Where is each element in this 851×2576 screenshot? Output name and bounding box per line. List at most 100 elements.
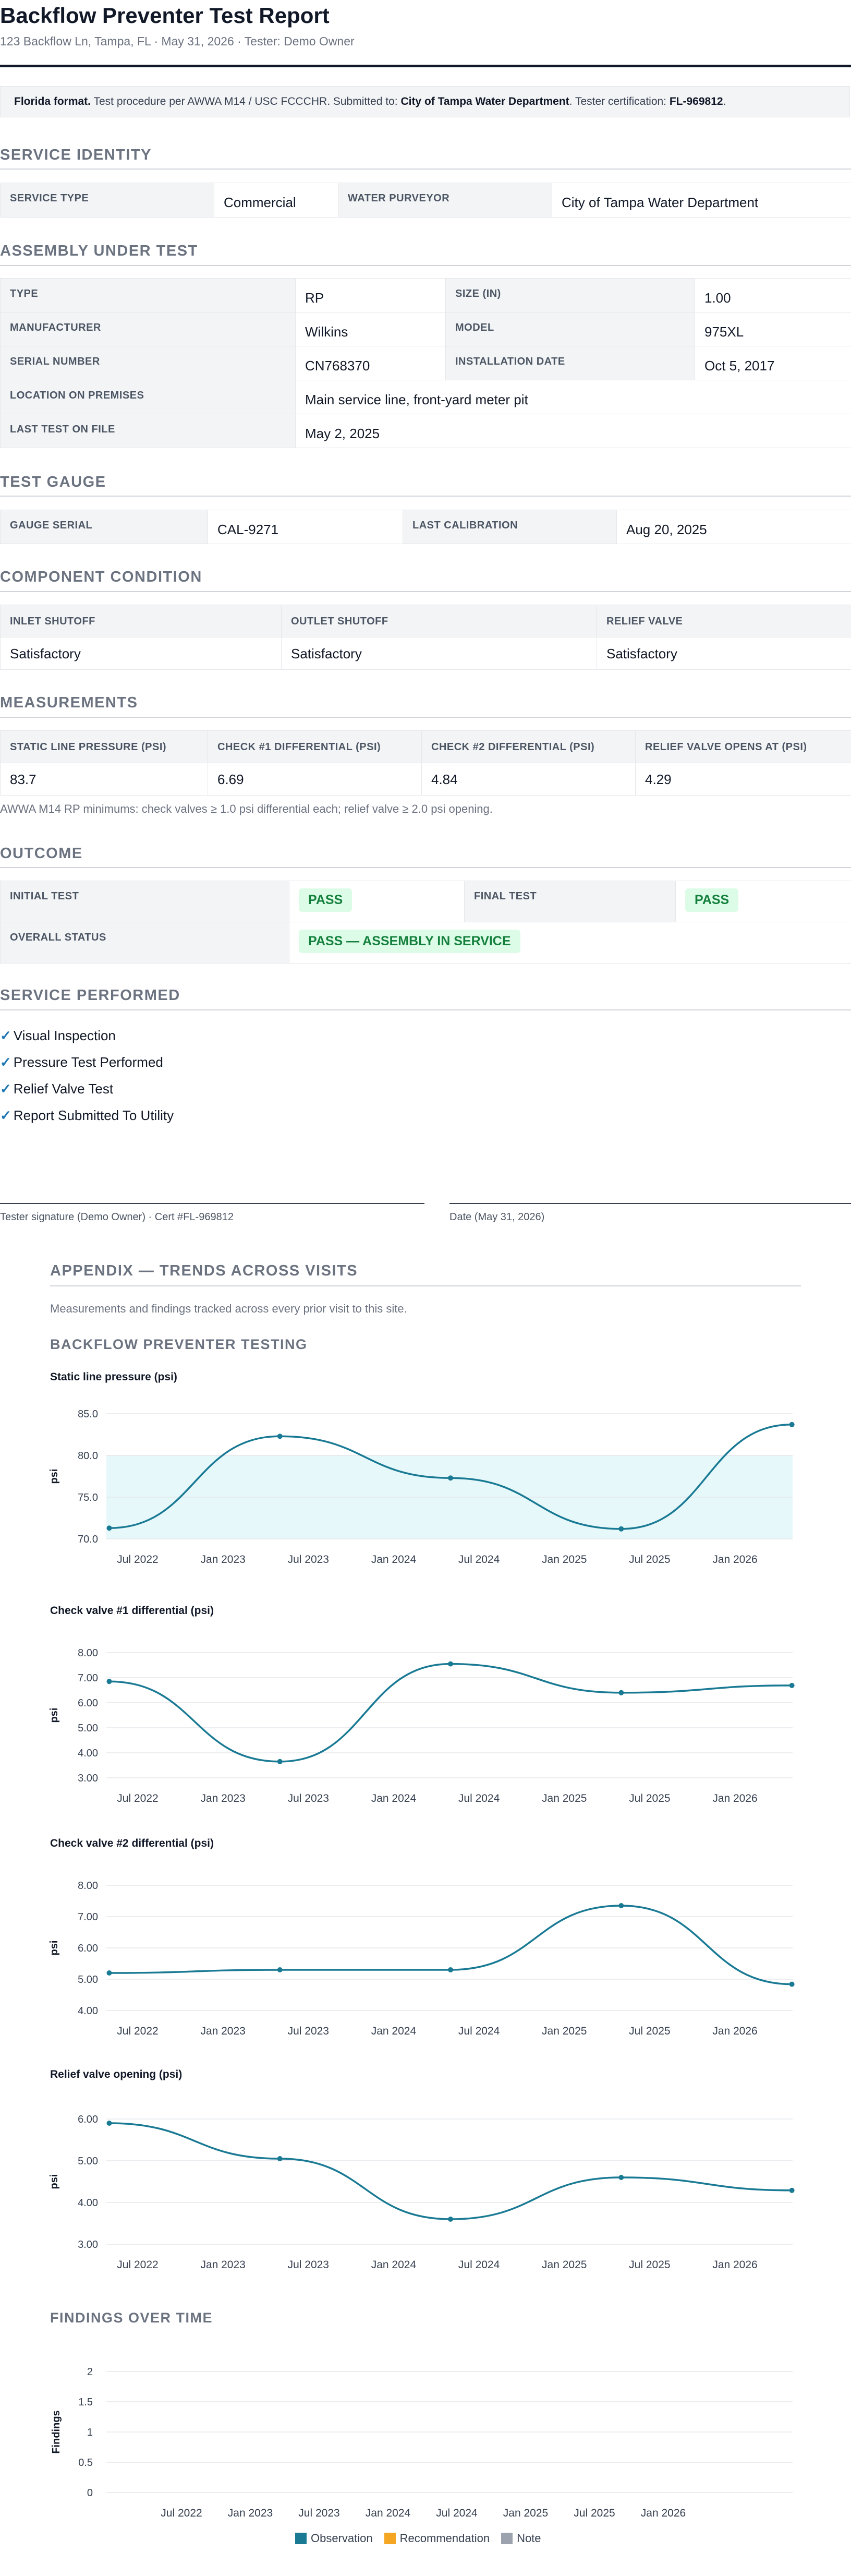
x-tick-label: Jul 2022 xyxy=(117,1554,158,1566)
y-axis-label: psi xyxy=(48,1708,60,1723)
gauge-table: GAUGE SERIAL CAL-9271 LAST CALIBRATION A… xyxy=(0,510,851,544)
x-tick-label: Jul 2022 xyxy=(117,2259,158,2271)
y-tick-label: 3.00 xyxy=(78,1773,98,1784)
check2-value: 4.84 xyxy=(421,763,636,796)
y-tick-label: 1 xyxy=(87,2427,93,2438)
check2-header: CHECK #2 DIFFERENTIAL (PSI) xyxy=(421,730,636,763)
x-tick-label: Jul 2023 xyxy=(288,2259,329,2271)
overall-status-badge: PASS — ASSEMBLY IN SERVICE xyxy=(299,930,520,953)
x-tick-label: Jan 2025 xyxy=(542,2025,587,2037)
type-value: RP xyxy=(295,278,446,312)
check-icon: ✓ xyxy=(0,1054,11,1070)
relief-opens-value: 4.29 xyxy=(635,763,851,796)
appendix-description: Measurements and findings tracked across… xyxy=(50,1302,407,1315)
y-tick-label: 0 xyxy=(87,2487,93,2499)
outlet-shutoff-value: Satisfactory xyxy=(281,637,597,670)
check1-value: 6.69 xyxy=(208,763,422,796)
data-point xyxy=(618,1526,624,1532)
data-point xyxy=(789,1422,795,1427)
relief-opens-header: RELIEF VALVE OPENS AT (PSI) xyxy=(635,730,851,763)
x-tick-label: Jul 2023 xyxy=(298,2507,339,2519)
x-tick-label: Jan 2023 xyxy=(200,2259,245,2271)
inlet-shutoff-value: Satisfactory xyxy=(0,637,282,670)
x-tick-label: Jul 2024 xyxy=(458,1554,500,1566)
initial-test-badge: PASS xyxy=(299,888,352,912)
x-tick-label: Jul 2025 xyxy=(629,1792,670,1804)
header-divider xyxy=(0,65,851,67)
relief-valve-value: Satisfactory xyxy=(597,637,851,670)
y-axis-label: Findings xyxy=(51,2410,62,2453)
x-tick-label: Jul 2025 xyxy=(629,1554,670,1566)
data-point xyxy=(277,1967,283,1972)
appendix-divider xyxy=(50,1285,801,1286)
legend-label: Observation xyxy=(311,2532,373,2545)
legend-label: Note xyxy=(517,2532,541,2545)
outcome-table: INITIAL TEST PASS FINAL TEST PASS OVERAL… xyxy=(0,881,851,964)
chart-title-check1: Check valve #1 differential (psi) xyxy=(50,1605,214,1617)
serial-number-value: CN768370 xyxy=(295,346,446,380)
x-tick-label: Jan 2024 xyxy=(371,1792,417,1804)
x-tick-label: Jul 2023 xyxy=(288,1792,329,1804)
measurements-table: STATIC LINE PRESSURE (PSI) CHECK #1 DIFF… xyxy=(0,730,851,796)
page-title: Backflow Preventer Test Report xyxy=(0,3,330,28)
data-point xyxy=(618,1903,624,1908)
x-tick-label: Jan 2026 xyxy=(712,1554,757,1566)
manufacturer-label: MANUFACTURER xyxy=(0,312,296,346)
chart-title-static-pressure: Static line pressure (psi) xyxy=(50,1371,177,1383)
service-item-label: Visual Inspection xyxy=(13,1028,116,1043)
date-signature-caption: Date (May 31, 2026) xyxy=(449,1211,545,1223)
check-icon: ✓ xyxy=(0,1081,11,1097)
section-divider xyxy=(0,1009,851,1010)
check1-header: CHECK #1 DIFFERENTIAL (PSI) xyxy=(208,730,422,763)
legend-label: Recommendation xyxy=(399,2532,490,2545)
section-assembly: ASSEMBLY UNDER TEST xyxy=(0,243,198,259)
page-subtitle: 123 Backflow Ln, Tampa, FL · May 31, 202… xyxy=(0,34,355,48)
y-tick-label: 5.00 xyxy=(78,2156,98,2167)
x-tick-label: Jan 2026 xyxy=(712,2259,757,2271)
service-type-value: Commercial xyxy=(214,183,338,218)
y-tick-label: 80.0 xyxy=(78,1450,98,1462)
x-tick-label: Jan 2023 xyxy=(200,1554,245,1566)
last-calibration-value: Aug 20, 2025 xyxy=(616,510,851,544)
type-label: TYPE xyxy=(0,278,296,312)
service-item: ✓ Report Submitted To Utility xyxy=(0,1108,174,1124)
data-point xyxy=(106,2121,112,2126)
service-item-label: Relief Valve Test xyxy=(13,1081,114,1097)
appendix-subtitle: BACKFLOW PREVENTER TESTING xyxy=(50,1337,308,1352)
final-test-label: FINAL TEST xyxy=(464,881,676,922)
service-identity-table: SERVICE TYPE Commercial WATER PURVEYOR C… xyxy=(0,183,851,218)
size-label: SIZE (IN) xyxy=(445,278,695,312)
x-tick-label: Jan 2026 xyxy=(712,2025,757,2037)
last-test-label: LAST TEST ON FILE xyxy=(0,414,296,448)
y-tick-label: 7.00 xyxy=(78,1911,98,1923)
manufacturer-value: Wilkins xyxy=(295,312,446,346)
format-text-1: Test procedure per AWWA M14 / USC FCCCHR… xyxy=(91,95,401,107)
legend-recommendation: Recommendation xyxy=(384,2532,490,2545)
y-tick-label: 75.0 xyxy=(78,1492,98,1503)
x-tick-label: Jul 2022 xyxy=(117,2025,158,2037)
y-tick-label: 7.00 xyxy=(78,1672,98,1684)
check-icon: ✓ xyxy=(0,1108,11,1123)
data-point xyxy=(618,2175,624,2180)
x-tick-label: Jan 2024 xyxy=(366,2507,411,2519)
section-divider xyxy=(0,265,851,266)
y-tick-label: 5.00 xyxy=(78,1974,98,1985)
y-tick-label: 5.00 xyxy=(78,1723,98,1734)
x-tick-label: Jul 2023 xyxy=(288,2025,329,2037)
gauge-serial-label: GAUGE SERIAL xyxy=(0,510,208,544)
y-tick-label: 0.5 xyxy=(78,2457,93,2469)
installation-date-value: Oct 5, 2017 xyxy=(695,346,851,380)
x-tick-label: Jul 2024 xyxy=(458,2025,500,2037)
findings-chart: 0 0.5 1 1.5 2 Findings Jul 2022 Jan 2023 Jul 202… xyxy=(51,2366,793,2519)
check2-differential-chart: 4.00 5.00 6.00 7.00 8.00 psi Jul 2022 Jan 2023 J… xyxy=(48,1880,795,2037)
y-tick-label: 4.00 xyxy=(78,2005,98,2017)
last-calibration-label: LAST CALIBRATION xyxy=(403,510,617,544)
legend-note: Note xyxy=(501,2532,541,2545)
findings-title: FINDINGS OVER TIME xyxy=(50,2310,213,2326)
location-label: LOCATION ON PREMISES xyxy=(0,380,296,414)
section-divider xyxy=(0,591,851,592)
y-tick-label: 8.00 xyxy=(78,1647,98,1659)
y-axis-label: psi xyxy=(48,2174,60,2189)
service-item: ✓ Pressure Test Performed xyxy=(0,1054,163,1070)
chart-title-check2: Check valve #2 differential (psi) xyxy=(50,1837,214,1849)
